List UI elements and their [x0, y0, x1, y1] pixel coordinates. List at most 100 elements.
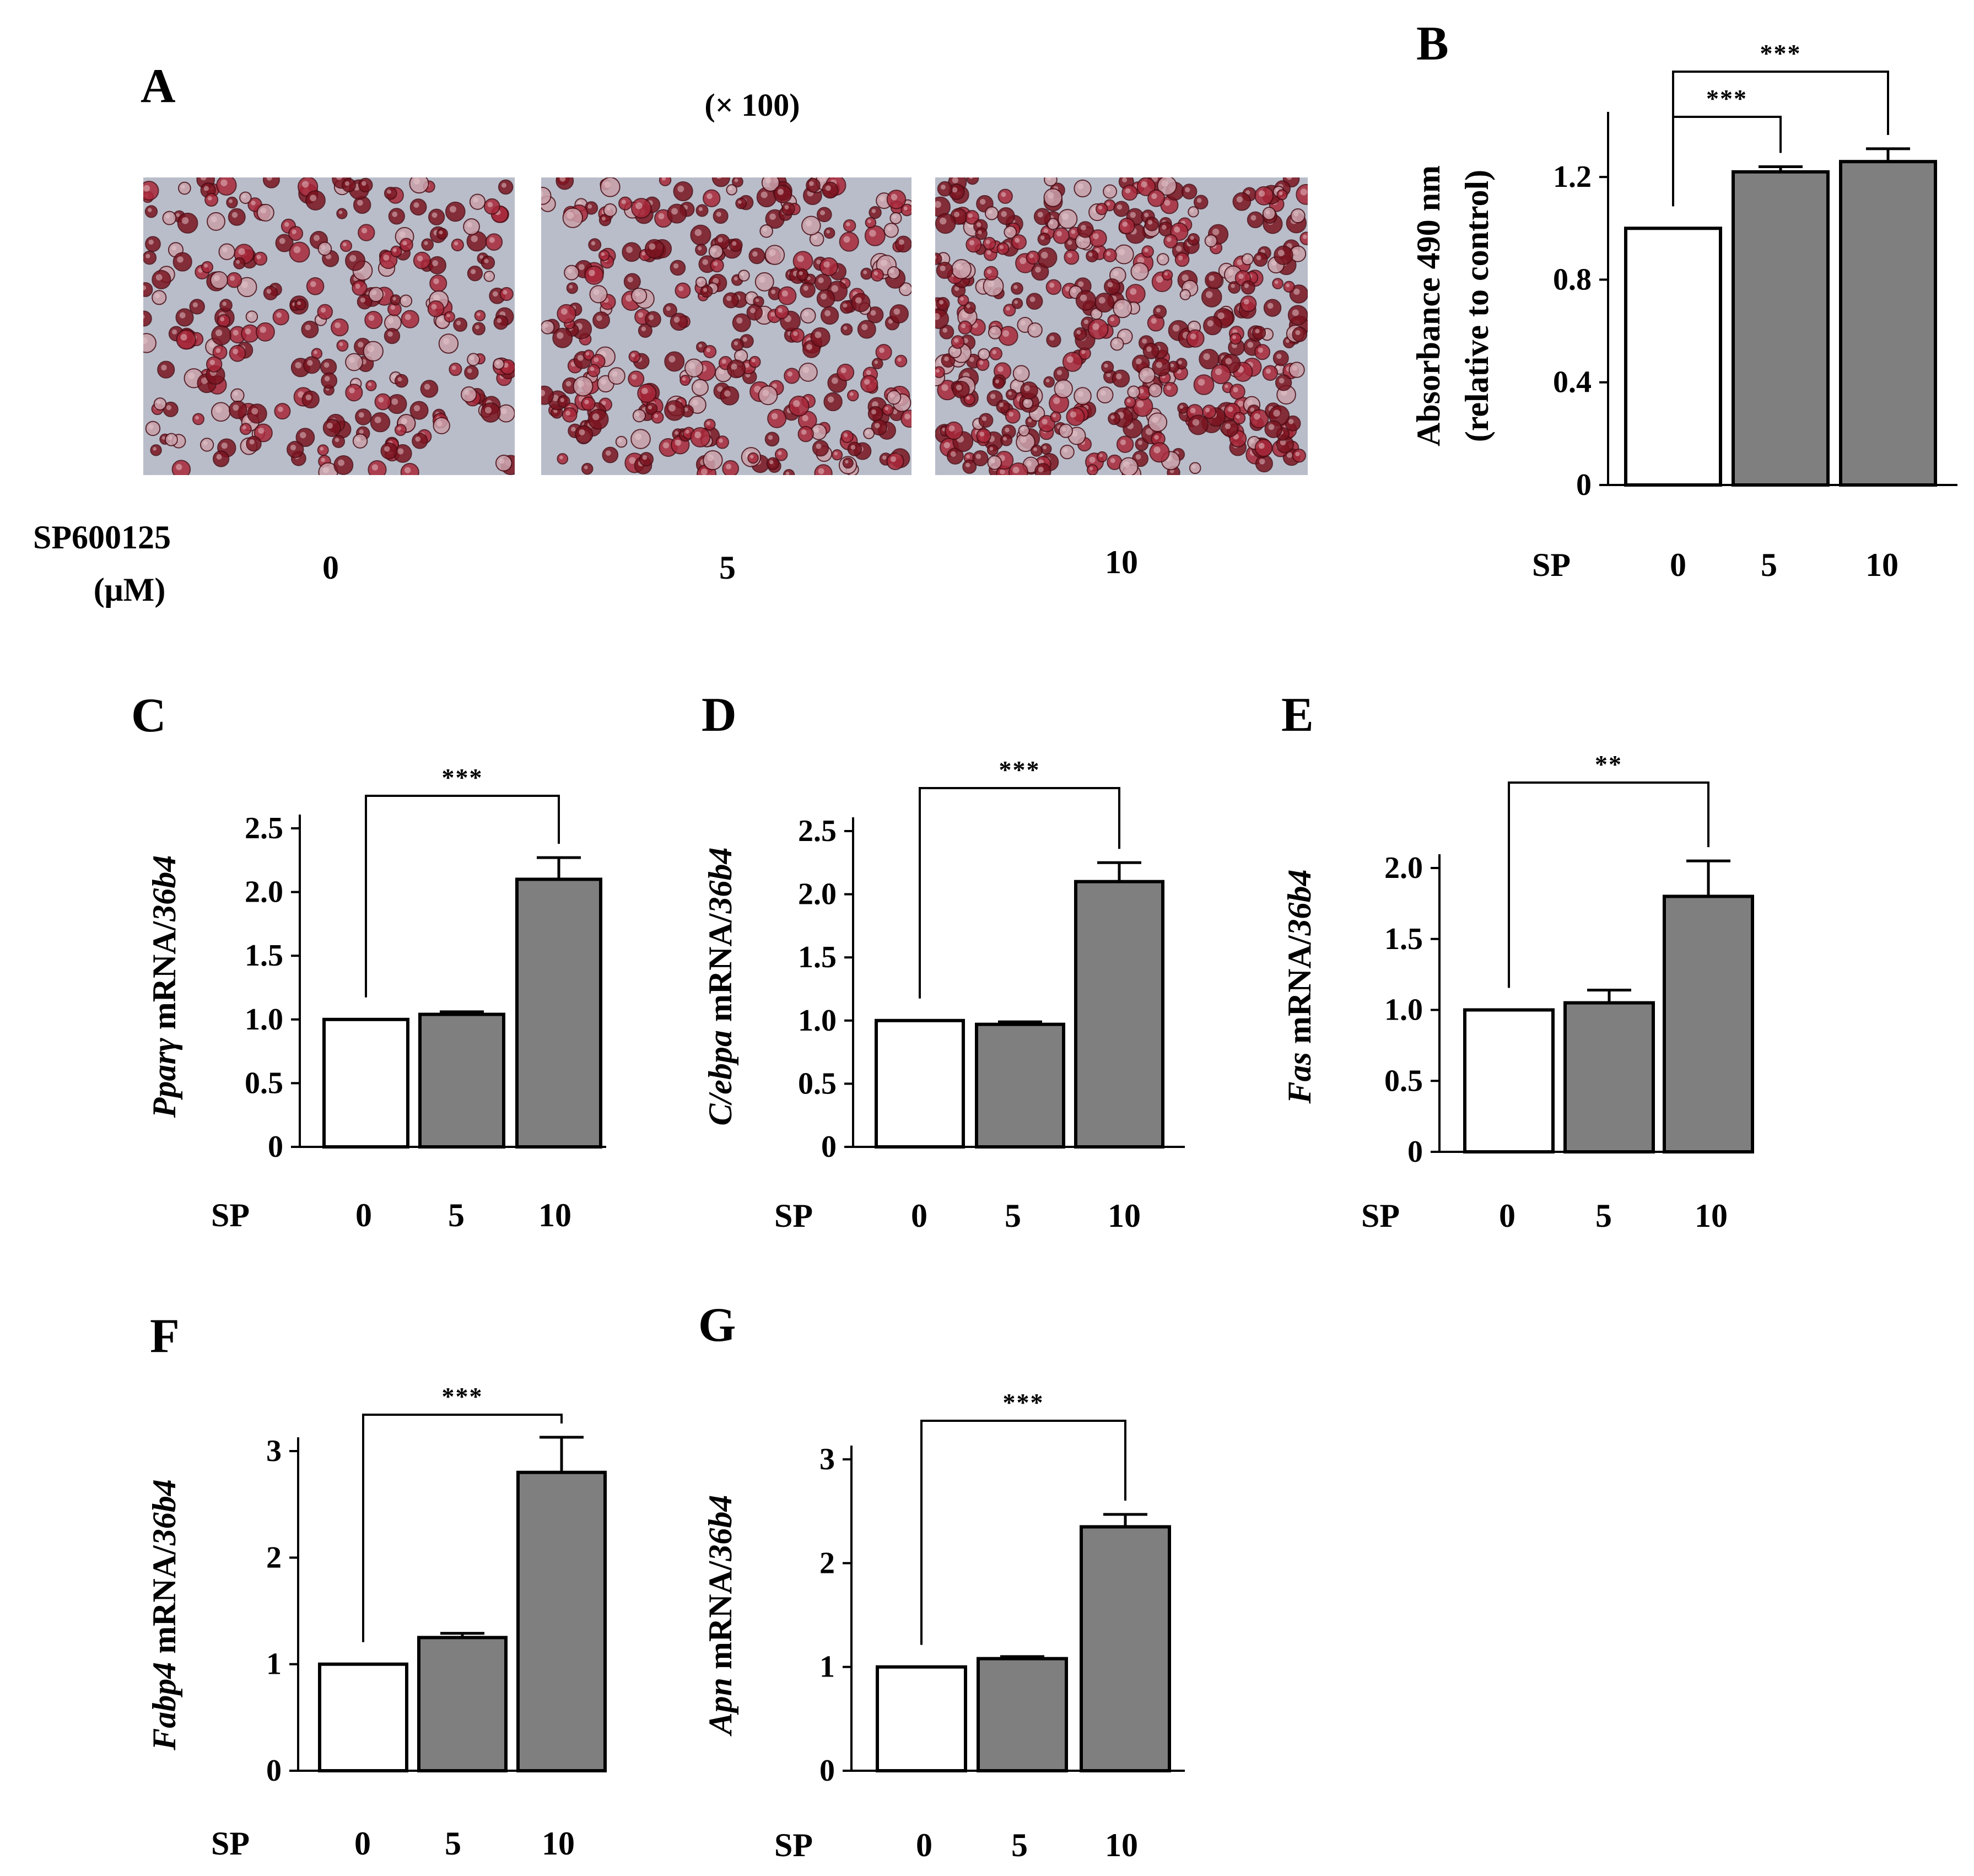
x-tick-label: 10 — [1865, 547, 1899, 583]
y-axis-label-unit: mRNA/ — [1281, 935, 1318, 1052]
y-tick-label: 2.5 — [245, 811, 283, 845]
panel-letter-b: B — [1416, 17, 1449, 71]
panel-letter-e: E — [1281, 688, 1314, 742]
bar-0 — [1624, 227, 1722, 487]
y-tick-label: 1.0 — [798, 1004, 837, 1038]
x-tick-label: 10 — [1108, 1198, 1141, 1234]
y-tick-label: 2.0 — [1384, 851, 1423, 885]
chart-f: F 0 1 2 3 *** SP 0 5 10 Fabp4 mRNA/36b4 — [146, 1309, 607, 1862]
y-axis-label: Pparγ mRNA/36b4 — [146, 855, 182, 1119]
y-tick-label: 0.8 — [1553, 262, 1592, 297]
y-tick-label: 0.4 — [1553, 365, 1592, 400]
x-tick-label: 10 — [1695, 1198, 1728, 1234]
y-tick-label: 2.0 — [798, 877, 837, 912]
y-tick-label: 1.0 — [1384, 993, 1423, 1027]
significance-label: *** — [442, 1382, 483, 1410]
y-axis-label-gene: C/ebpa — [702, 1030, 738, 1125]
bar-10 — [1663, 894, 1754, 1153]
y-tick-label: 1.0 — [245, 1002, 283, 1037]
panel-letter-g: G — [698, 1298, 736, 1352]
y-axis-label-ref: 36b4 — [146, 1479, 182, 1546]
bar-0 — [318, 1662, 408, 1773]
bar-5 — [1563, 1001, 1655, 1153]
x-tick-label: 0 — [1499, 1198, 1515, 1234]
x-label: SP — [211, 1825, 250, 1862]
y-tick-label: 0.5 — [245, 1066, 283, 1100]
significance-label: *** — [442, 763, 483, 791]
x-label: SP — [1532, 547, 1571, 583]
x-tick-label: 5 — [445, 1825, 461, 1862]
y-tick-label: 2.5 — [798, 814, 837, 848]
micrograph-10 — [935, 177, 1308, 475]
y-axis-label: C/ebpa mRNA/36b4 — [702, 848, 738, 1126]
y-axis-label-ref: 36b4 — [702, 848, 738, 914]
dose-label-10: 10 — [1105, 544, 1138, 580]
y-tick-label: 0 — [821, 1130, 837, 1164]
panel-letter-c: C — [131, 689, 166, 742]
bar-5 — [977, 1657, 1068, 1773]
panel-letter-f: F — [150, 1309, 180, 1363]
x-tick-label: 5 — [1595, 1198, 1612, 1234]
significance-label: *** — [1706, 84, 1748, 112]
y-axis-label-ref: 36b4 — [702, 1495, 738, 1561]
y-tick-label: 1.5 — [1384, 922, 1423, 956]
significance-bracket — [920, 1420, 1126, 1645]
y-tick-label: 2 — [266, 1540, 282, 1575]
significance-bracket — [362, 1414, 563, 1642]
y-axis-label-ref: 36b4 — [1281, 869, 1318, 936]
y-axis-label: Apn mRNA/36b4 — [702, 1495, 738, 1737]
dose-label-0: 0 — [322, 549, 339, 586]
bar-10 — [1080, 1525, 1171, 1773]
y-tick-label: 0 — [266, 1754, 282, 1788]
chart-c: C 0 0.5 1.0 1.5 2.0 2.5 *** SP 0 5 10 Pparγ mRNA/36b… — [131, 689, 606, 1233]
bar-10 — [1839, 160, 1937, 487]
y-tick-label: 1 — [819, 1650, 835, 1684]
x-tick-label: 0 — [911, 1198, 927, 1234]
micrograph-5 — [541, 177, 912, 475]
y-tick-label: 0 — [819, 1754, 835, 1788]
y-axis-label-unit: mRNA/ — [146, 920, 182, 1038]
x-tick-label: 0 — [916, 1827, 932, 1863]
chart-b: B 0 0.4 0.8 1.2 *** *** SP 0 5 10 Absorbance 490 nm… — [1410, 17, 1957, 583]
y-tick-label: 0.5 — [1384, 1064, 1423, 1098]
panel-letter-a: A — [141, 60, 176, 113]
micrograph-0 — [143, 177, 515, 475]
chart-g: G 0 1 2 3 *** SP 0 5 10 Apn mRNA/36b4 — [698, 1298, 1185, 1863]
x-tick-label: 5 — [1011, 1827, 1028, 1863]
significance-label: *** — [1760, 39, 1802, 67]
significance-label: ** — [1595, 750, 1622, 778]
significance-label: *** — [999, 756, 1040, 784]
bar-5 — [975, 1022, 1065, 1149]
y-tick-label: 0 — [1576, 468, 1592, 502]
y-axis-label-gene: Fabp4 — [146, 1662, 182, 1751]
bar-0 — [875, 1018, 965, 1149]
bar-10 — [1074, 880, 1164, 1149]
y-axis-label-gene: Apn — [702, 1678, 738, 1737]
y-axis-label-unit: mRNA/ — [146, 1545, 182, 1662]
magnification-label: (× 100) — [704, 87, 800, 123]
x-tick-label: 0 — [355, 1197, 372, 1233]
bar-0 — [876, 1665, 967, 1773]
y-tick-label: 2 — [819, 1546, 835, 1580]
bar-10 — [515, 877, 602, 1149]
y-axis-label-unit: mRNA/ — [702, 1560, 738, 1678]
y-axis-label-ref: 36b4 — [146, 855, 182, 922]
y-axis-label-line2: (relative to control) — [1459, 170, 1495, 442]
y-tick-label: 1.5 — [245, 939, 283, 973]
x-tick-label: 5 — [1761, 547, 1777, 583]
bar-0 — [322, 1017, 409, 1149]
x-tick-label: 10 — [1105, 1827, 1138, 1863]
x-label: SP — [1361, 1198, 1400, 1234]
bar-5 — [418, 1012, 505, 1149]
y-tick-label: 0 — [1407, 1135, 1423, 1169]
y-axis-label-unit: mRNA/ — [702, 913, 738, 1030]
bar-10 — [516, 1470, 607, 1773]
x-tick-label: 5 — [1005, 1198, 1021, 1234]
treatment-label-line1: SP600125 — [33, 519, 171, 556]
y-axis-label: Fabp4 mRNA/36b4 — [146, 1479, 182, 1751]
significance-bracket — [919, 787, 1120, 999]
x-label: SP — [211, 1197, 250, 1233]
